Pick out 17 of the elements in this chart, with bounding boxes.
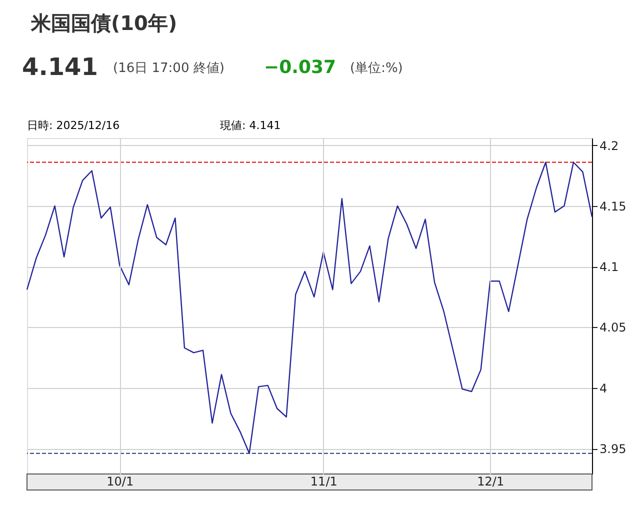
y-tick-label: 4.05 — [600, 320, 626, 335]
text: 日時: 2025/12/16 — [27, 119, 120, 132]
y-tick-label: 4.15 — [600, 199, 626, 214]
y-tick-label: 4 — [600, 381, 608, 396]
y-tick-label: 3.95 — [600, 442, 626, 456]
line-series — [26, 162, 593, 454]
x-tick-label: 12/1 — [477, 474, 504, 488]
x-tick-label: 11/1 — [310, 474, 338, 488]
x-tick-label: 10/1 — [106, 474, 134, 488]
text: 4.141 — [22, 53, 98, 81]
text: (16日 17:00 終値) — [113, 61, 224, 76]
chart-title: 米国国債(10年) — [30, 11, 178, 35]
text: −0.037 — [264, 57, 336, 78]
y-tick-label: 4.2 — [600, 138, 619, 153]
text: 現値: 4.141 — [220, 119, 281, 132]
text: (単位:%) — [350, 61, 403, 76]
y-tick-label: 4.1 — [600, 260, 619, 274]
